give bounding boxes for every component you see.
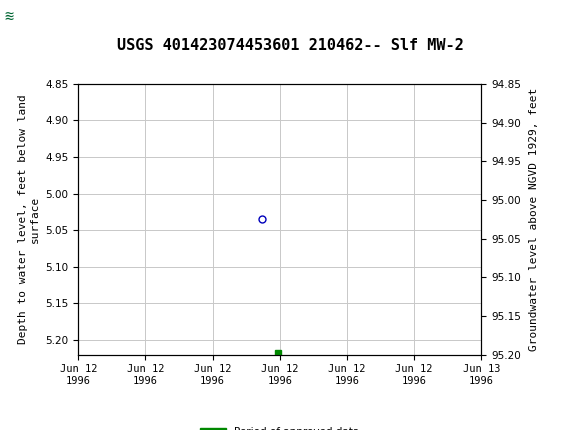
Text: USGS: USGS	[49, 8, 100, 26]
Bar	[3, 3, 45, 32]
Text: ≋: ≋	[5, 9, 14, 25]
Y-axis label: Groundwater level above NGVD 1929, feet: Groundwater level above NGVD 1929, feet	[530, 88, 539, 351]
Legend: Period of approved data: Period of approved data	[196, 423, 364, 430]
Y-axis label: Depth to water level, feet below land
surface: Depth to water level, feet below land su…	[18, 95, 40, 344]
Text: USGS 401423074453601 210462-- Slf MW-2: USGS 401423074453601 210462-- Slf MW-2	[117, 38, 463, 52]
